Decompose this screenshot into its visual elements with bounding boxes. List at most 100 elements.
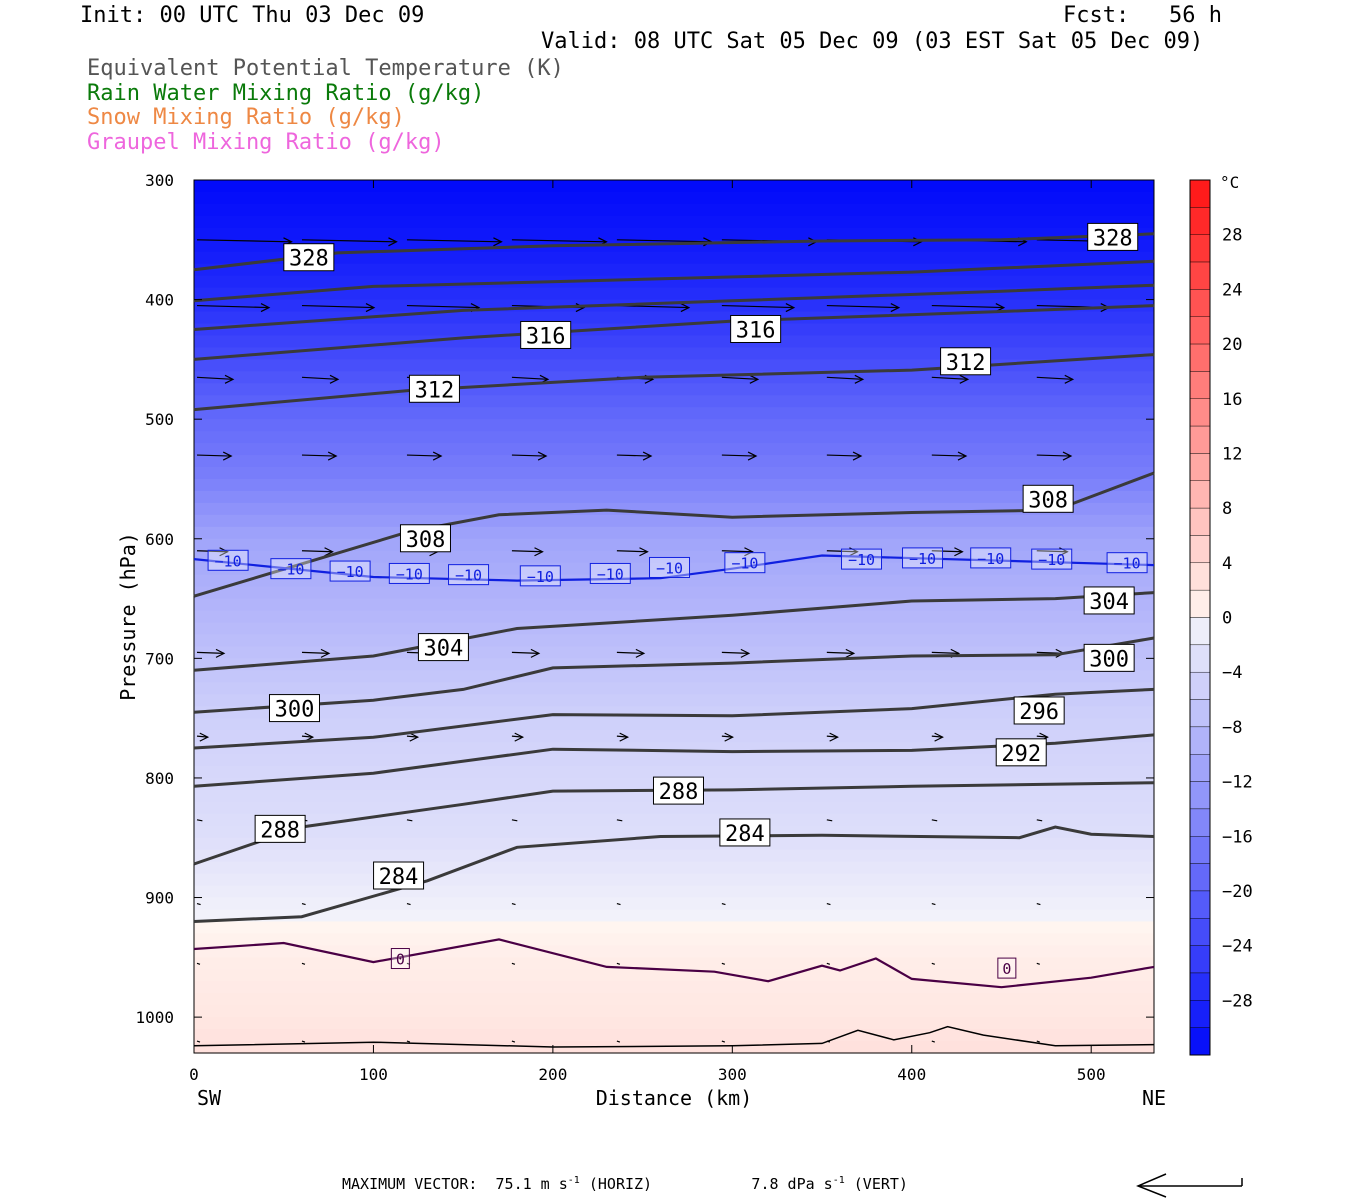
wind-arrow — [1036, 819, 1043, 822]
temperature-band — [194, 443, 1154, 456]
theta-e-label-308: 308 — [406, 528, 446, 553]
temperature-band — [194, 526, 1154, 540]
wind-arrow-head — [747, 451, 758, 461]
temperature-band — [194, 455, 1154, 468]
wind-arrow — [826, 304, 899, 309]
wind-arrow — [931, 1040, 935, 1043]
temperature-band — [194, 287, 1154, 301]
wind-arrow-head — [829, 732, 839, 742]
colorbar-swatch — [1189, 343, 1211, 372]
temperature-band — [194, 945, 1154, 958]
colorbar-swatch — [1189, 1000, 1211, 1028]
temperature-band — [194, 431, 1154, 444]
wind-arrow — [301, 962, 306, 965]
theta-e-label-296: 296 — [1019, 700, 1059, 725]
wind-arrow — [511, 550, 543, 553]
temperature-band — [194, 754, 1154, 767]
temperature-label-box — [390, 948, 410, 970]
wind-arrow — [1036, 376, 1073, 380]
wind-arrow — [511, 651, 539, 654]
temperature-band — [194, 897, 1154, 911]
wind-arrow — [406, 1040, 411, 1043]
theta-e-label-304: 304 — [1089, 590, 1129, 615]
temperature-band — [194, 634, 1154, 647]
theta-e-label-300: 300 — [275, 698, 315, 723]
wind-arrow-head — [854, 374, 865, 384]
temperature-band — [194, 622, 1154, 636]
legend-rain-water: Rain Water Mixing Ratio (g/kg) — [87, 81, 485, 106]
wind-arrow — [931, 819, 938, 822]
theta-e-label-292: 292 — [1001, 742, 1041, 767]
wind-arrow — [301, 902, 306, 906]
wind-arrow — [406, 902, 411, 906]
wind-arrow — [1036, 735, 1048, 738]
wind-arrow — [406, 454, 442, 457]
wind-arrow — [196, 902, 201, 906]
wind-arrow — [511, 819, 518, 822]
wind-arrow-head — [530, 648, 541, 658]
wind-arrow-head — [493, 237, 503, 247]
wind-arrow — [616, 239, 712, 243]
wind-arrow — [301, 304, 374, 309]
x-tick-label-300: 300 — [718, 1065, 747, 1084]
theta-e-label-box — [1083, 586, 1135, 615]
wind-arrow — [721, 651, 749, 654]
theta-e-label-box — [1022, 484, 1074, 513]
temperature-label-0: 0 — [396, 951, 405, 969]
wind-arrow — [511, 735, 523, 738]
y-tick-label-300: 300 — [145, 171, 174, 190]
wind-arrow-head — [959, 374, 970, 384]
theta-e-label-box — [940, 347, 992, 376]
colorbar-tick-24: 24 — [1222, 280, 1242, 300]
init-time-label: Init: 00 UTC Thu 03 Dec 09 — [80, 3, 425, 28]
footer-horiz-tail: (HORIZ) — [588, 1175, 653, 1193]
wind-arrow — [931, 651, 959, 654]
colorbar-tick-8: 8 — [1222, 499, 1232, 519]
temperature-band — [194, 730, 1154, 743]
theta-e-contour-312 — [193, 353, 1155, 412]
theta-e-label-312: 312 — [415, 378, 455, 403]
colorbar-tick--28: −28 — [1222, 991, 1253, 1011]
wind-arrow — [826, 962, 831, 965]
x-end-label-left: SW — [197, 1086, 222, 1110]
temperature-band — [194, 191, 1154, 205]
wind-arrow — [196, 376, 234, 380]
wind-arrow — [931, 735, 943, 738]
theta-e-label-box — [995, 738, 1047, 767]
colorbar-swatch — [1189, 589, 1211, 618]
x-tick-label-200: 200 — [538, 1065, 567, 1084]
theta-e-label-box — [719, 818, 771, 847]
wind-arrow — [196, 651, 225, 654]
theta-e-label-308: 308 — [1028, 488, 1068, 513]
wind-arrow-head — [1064, 374, 1075, 384]
temperature-band — [194, 885, 1154, 899]
wind-arrow — [721, 550, 753, 553]
wind-arrow — [931, 550, 963, 553]
theta-e-contour-292 — [193, 733, 1155, 788]
colorbar-tick--8: −8 — [1222, 718, 1242, 738]
wind-arrow — [406, 735, 418, 738]
colorbar-swatch — [1189, 945, 1211, 974]
temperature-band — [194, 957, 1154, 970]
colorbar-swatch — [1189, 644, 1211, 673]
temperature-band — [194, 562, 1154, 576]
colorbar-tick-0: 0 — [1222, 609, 1232, 629]
temperature-contour-0 — [193, 938, 1155, 989]
x-tick-label-400: 400 — [897, 1065, 926, 1084]
temperature-label--10: −10 — [656, 559, 683, 577]
theta-e-label-box — [254, 814, 306, 843]
temperature-band — [194, 933, 1154, 946]
x-end-label-right: NE — [1142, 1086, 1166, 1110]
colorbar-swatch — [1189, 781, 1211, 810]
wind-arrow — [511, 1040, 516, 1043]
colorbar-tick-16: 16 — [1222, 390, 1242, 410]
temperature-band — [194, 837, 1154, 851]
colorbar-swatch — [1189, 836, 1211, 864]
wind-arrow — [931, 454, 967, 457]
temperature-label-box — [448, 564, 490, 586]
temperature-label--10: −10 — [1038, 551, 1065, 569]
temperature-band — [194, 718, 1154, 731]
colorbar-swatch — [1189, 261, 1211, 290]
temperature-band — [194, 765, 1154, 779]
temperature-label--10: −10 — [1114, 555, 1141, 573]
